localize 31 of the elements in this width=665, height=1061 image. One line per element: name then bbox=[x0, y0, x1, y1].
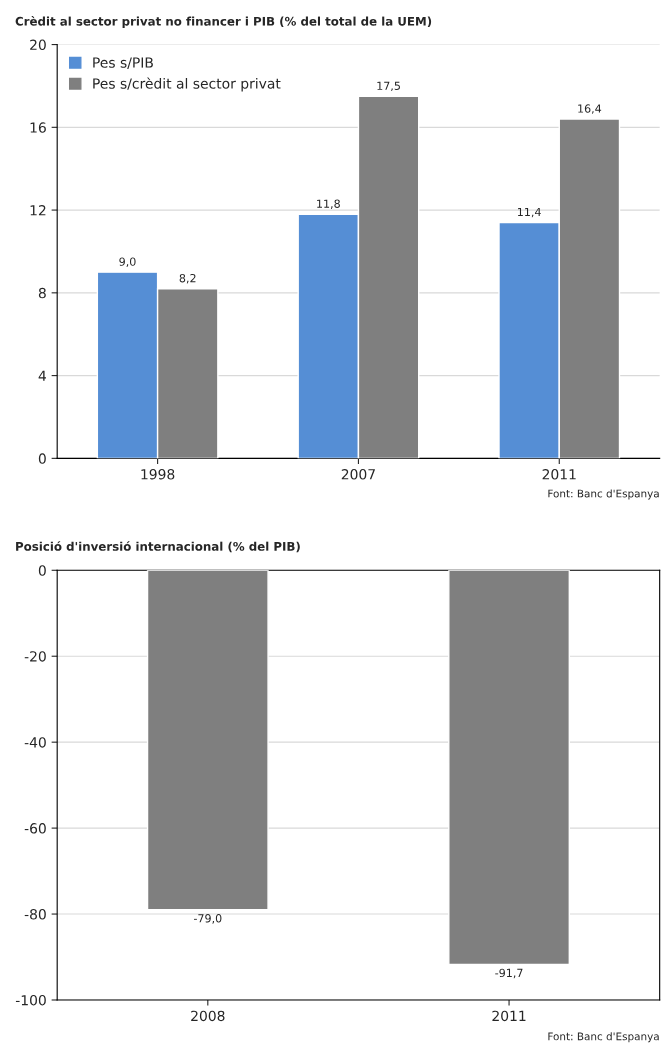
legend-label: Pes s/crèdit al sector privat bbox=[93, 77, 281, 92]
data-label: 8,2 bbox=[179, 273, 196, 284]
y-tick-label: 0 bbox=[38, 565, 46, 576]
y-tick-label: -60 bbox=[24, 823, 46, 834]
x-tick-label: 1998 bbox=[141, 469, 175, 480]
y-tick-label: 0 bbox=[38, 453, 46, 464]
y-tick-label: -40 bbox=[24, 737, 46, 748]
y-tick-label: 8 bbox=[38, 287, 46, 299]
y-tick-label: 20 bbox=[30, 39, 46, 51]
chart-title: Crèdit al sector privat no financer i PIB (% del total de la UEM) bbox=[15, 16, 432, 29]
data-label: 17,5 bbox=[377, 81, 400, 92]
y-tick-label: 4 bbox=[38, 370, 46, 381]
data-label: 11,8 bbox=[317, 199, 340, 210]
x-tick-label: 2007 bbox=[341, 469, 375, 480]
data-label: 9,0 bbox=[119, 257, 136, 267]
chart-title: Posició d'inversió internacional (% del PIB) bbox=[16, 541, 300, 553]
data-label: 16,4 bbox=[578, 104, 602, 114]
y-tick-label: -100 bbox=[15, 994, 46, 1006]
x-tick-label: 2011 bbox=[492, 1010, 526, 1022]
x-tick-label: 2008 bbox=[191, 1010, 225, 1022]
y-tick-label: -80 bbox=[24, 909, 46, 920]
data-label: 11,4 bbox=[517, 207, 541, 218]
y-tick-label: 12 bbox=[30, 205, 46, 216]
x-tick-label: 2011 bbox=[542, 469, 576, 480]
legend-label: Pes s/PIB bbox=[93, 57, 153, 69]
y-tick-label: -20 bbox=[24, 651, 46, 662]
data-label: -91,7 bbox=[495, 968, 523, 979]
text: Font: Banc d'Espanya bbox=[548, 1032, 659, 1043]
y-tick-label: 16 bbox=[30, 122, 46, 133]
text: Font: Banc d'Espanya bbox=[548, 489, 659, 500]
data-label: -79,0 bbox=[193, 914, 222, 924]
